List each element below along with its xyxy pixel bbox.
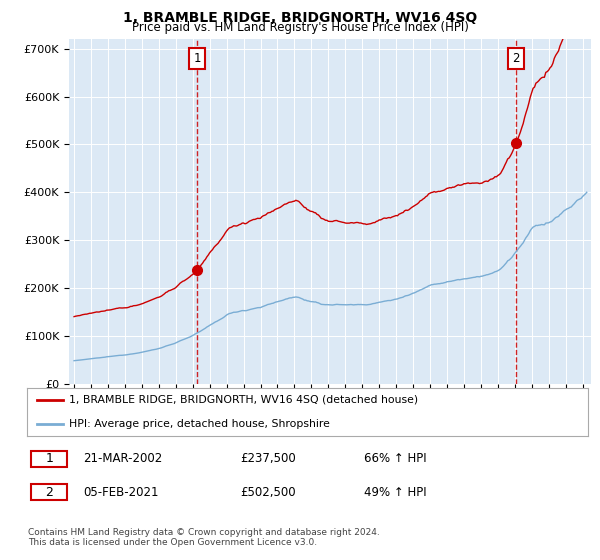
Text: 05-FEB-2021: 05-FEB-2021 [83, 486, 158, 498]
Text: 66% ↑ HPI: 66% ↑ HPI [364, 452, 426, 465]
Text: £237,500: £237,500 [240, 452, 296, 465]
Text: 2: 2 [512, 52, 520, 65]
Text: 1, BRAMBLE RIDGE, BRIDGNORTH, WV16 4SQ: 1, BRAMBLE RIDGE, BRIDGNORTH, WV16 4SQ [123, 11, 477, 25]
Text: Contains HM Land Registry data © Crown copyright and database right 2024.
This d: Contains HM Land Registry data © Crown c… [28, 528, 380, 547]
Text: 1: 1 [45, 452, 53, 465]
Text: 49% ↑ HPI: 49% ↑ HPI [364, 486, 426, 498]
FancyBboxPatch shape [31, 484, 67, 500]
Text: HPI: Average price, detached house, Shropshire: HPI: Average price, detached house, Shro… [69, 419, 330, 429]
Text: 21-MAR-2002: 21-MAR-2002 [83, 452, 163, 465]
Text: 1: 1 [193, 52, 201, 65]
Text: Price paid vs. HM Land Registry's House Price Index (HPI): Price paid vs. HM Land Registry's House … [131, 21, 469, 34]
Text: £502,500: £502,500 [240, 486, 296, 498]
Text: 2: 2 [45, 486, 53, 498]
FancyBboxPatch shape [31, 451, 67, 467]
Text: 1, BRAMBLE RIDGE, BRIDGNORTH, WV16 4SQ (detached house): 1, BRAMBLE RIDGE, BRIDGNORTH, WV16 4SQ (… [69, 395, 418, 405]
